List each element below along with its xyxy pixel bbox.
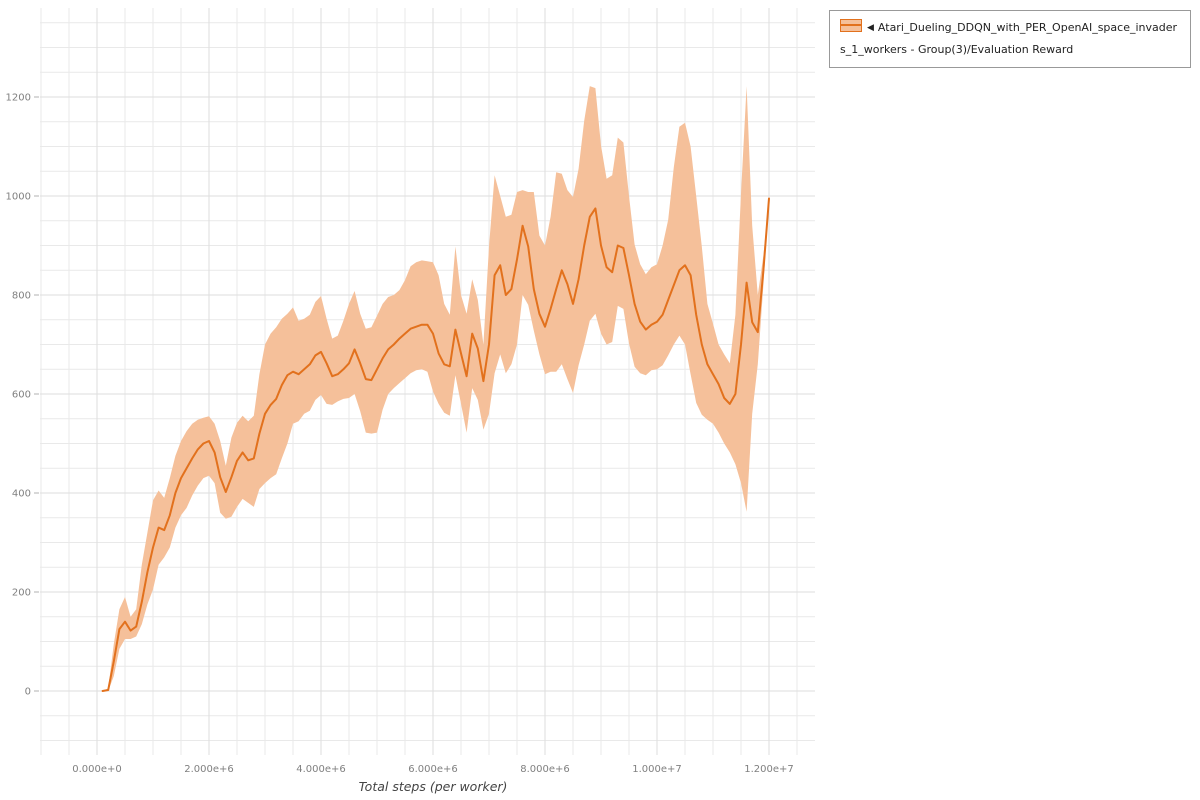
legend-series-label: Atari_Dueling_DDQN_with_PER_OpenAI_space… [840,21,1178,56]
x-tick-label: 8.000e+6 [520,764,570,775]
legend-collapse-icon[interactable]: ◀ [867,23,874,33]
legend[interactable]: ◀ Atari_Dueling_DDQN_with_PER_OpenAI_spac… [829,10,1191,68]
mean-line [101,197,770,692]
y-tick-label: 800 [12,291,31,302]
x-axis-title: Total steps (per worker) [358,779,508,794]
y-tick-label: 600 [12,390,31,401]
x-tick-label: 2.000e+6 [184,764,234,775]
legend-swatch-line [841,24,861,26]
x-tick-label: 1.000e+7 [632,764,682,775]
confidence-band [102,86,770,692]
x-tick-label: 6.000e+6 [408,764,458,775]
legend-swatch [840,19,862,32]
y-tick-label: 1000 [6,192,31,203]
y-tick-label: 400 [12,489,31,500]
x-tick-label: 4.000e+6 [296,764,346,775]
y-tick-label: 1200 [6,93,31,104]
y-tick-label: 0 [25,687,31,698]
y-tick-label: 200 [12,588,31,599]
x-tick-label: 1.200e+7 [744,764,794,775]
x-tick-label: 0.000e+0 [72,764,122,775]
